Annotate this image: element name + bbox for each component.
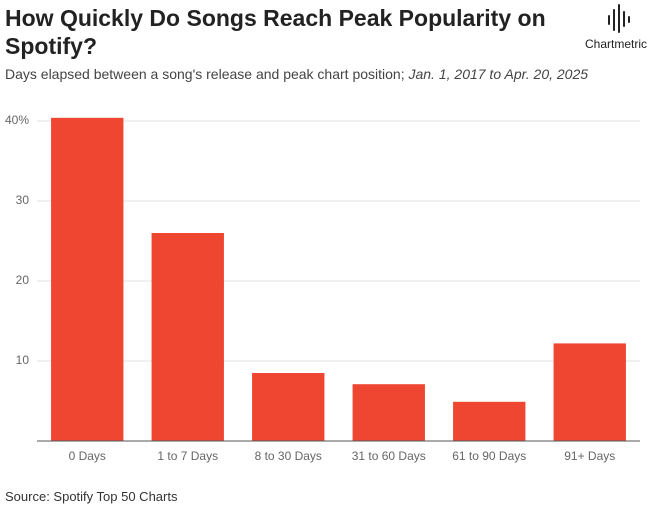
bar — [352, 384, 425, 441]
source-note: Source: Spotify Top 50 Charts — [5, 489, 178, 504]
x-tick-label: 8 to 30 Days — [255, 449, 322, 463]
x-tick-label: 1 to 7 Days — [157, 449, 218, 463]
subtitle-dates: Jan. 1, 2017 to Apr. 20, 2025 — [408, 66, 589, 82]
y-tick-label: 10 — [16, 353, 30, 367]
x-tick-label: 91+ Days — [564, 449, 615, 463]
bar — [252, 373, 325, 441]
bar — [51, 117, 124, 442]
chart-subtitle: Days elapsed between a song's release an… — [5, 66, 588, 82]
y-tick-label: 20 — [16, 273, 30, 287]
bar — [151, 233, 224, 441]
brand-logo — [608, 4, 630, 33]
x-tick-label: 0 Days — [69, 449, 106, 463]
brand-name: Chartmetric — [585, 37, 648, 51]
subtitle-text: Days elapsed between a song's release an… — [5, 66, 409, 82]
x-tick-label: 31 to 60 Days — [352, 449, 426, 463]
x-tick-label: 61 to 90 Days — [452, 449, 526, 463]
chart-title: How Quickly Do Songs Reach Peak Populari… — [5, 5, 546, 59]
bar — [453, 401, 526, 441]
y-tick-label: 40% — [5, 113, 29, 127]
y-tick-label: 30 — [16, 193, 30, 207]
bar — [553, 343, 626, 441]
